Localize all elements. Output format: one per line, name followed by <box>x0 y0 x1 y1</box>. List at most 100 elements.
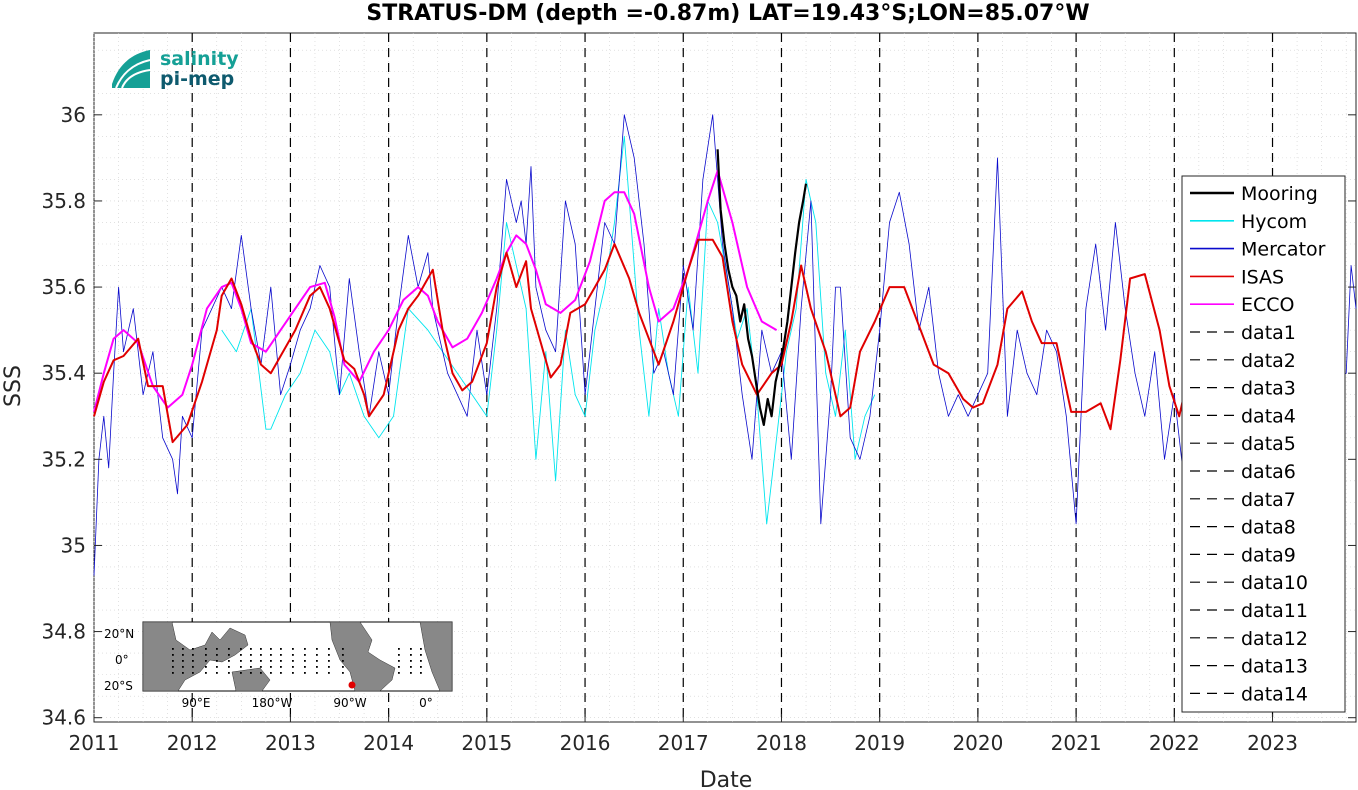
mooring-dot <box>342 654 344 656</box>
inset-lon-label: 90°E <box>182 696 211 710</box>
legend-label: Mooring <box>1241 183 1318 205</box>
y-tick-label: 34.6 <box>41 706 86 730</box>
mooring-dot <box>192 654 194 656</box>
x-tick-label: 2023 <box>1247 731 1298 755</box>
x-tick-label: 2018 <box>756 731 807 755</box>
legend-label: data3 <box>1241 378 1296 400</box>
mooring-dot <box>304 648 306 650</box>
mooring-dot <box>420 660 422 662</box>
inset-lon-label: 90°W <box>333 696 366 710</box>
mooring-dot <box>216 654 218 656</box>
mooring-dot <box>292 648 294 650</box>
mooring-dot <box>328 648 330 650</box>
mooring-dot <box>205 672 207 674</box>
mooring-dot <box>316 666 318 668</box>
mooring-dot <box>260 672 262 674</box>
mooring-dot <box>192 648 194 650</box>
y-tick-label: 35 <box>61 533 86 557</box>
mooring-dot <box>228 660 230 662</box>
legend-label: data7 <box>1241 489 1296 511</box>
legend-label: data4 <box>1241 405 1296 427</box>
mooring-dot <box>172 672 174 674</box>
legend-label: data1 <box>1241 322 1296 344</box>
mooring-dot <box>172 654 174 656</box>
series-line-isas <box>93 238 1186 444</box>
mooring-dot <box>316 654 318 656</box>
legend-label: ISAS <box>1241 266 1284 288</box>
x-tick-label: 2014 <box>363 731 414 755</box>
mooring-dot <box>292 660 294 662</box>
legend-label: data5 <box>1241 433 1296 455</box>
plot-frame <box>93 32 1357 723</box>
mooring-dot <box>250 666 252 668</box>
mooring-dot <box>342 672 344 674</box>
mooring-dot <box>216 660 218 662</box>
mooring-dot <box>172 666 174 668</box>
series-layer <box>93 114 1357 576</box>
x-axis-ticks: 2011 2012 2013 2014 2015 2016 2017 2018 2019 2020… <box>69 714 1298 755</box>
mooring-dot <box>280 666 282 668</box>
y-axis-label: SSS <box>1 365 26 407</box>
inset-lat-label: 0° <box>115 653 129 667</box>
legend-label: data8 <box>1241 517 1296 539</box>
logo-text-pimep: pi-mep <box>160 68 234 90</box>
mooring-dot <box>328 660 330 662</box>
x-tick-label: 2022 <box>1149 731 1200 755</box>
x-axis-label: Date <box>700 768 753 790</box>
mooring-dot <box>292 654 294 656</box>
mooring-dot <box>240 654 242 656</box>
mooring-dot <box>304 654 306 656</box>
mooring-dot <box>410 648 412 650</box>
y-tick-label: 35.4 <box>41 361 86 385</box>
mooring-dot <box>316 660 318 662</box>
mooring-dot <box>304 672 306 674</box>
x-tick-label: 2020 <box>952 731 1003 755</box>
mooring-dot <box>260 648 262 650</box>
mooring-dot <box>182 660 184 662</box>
mooring-dot <box>410 660 412 662</box>
inset-mooring-dots <box>172 648 422 674</box>
mooring-dot <box>316 648 318 650</box>
inset-map: 20°N 0° 20°S 90°E 180°W 90°W 0° <box>104 621 453 710</box>
map-land-americas <box>329 621 396 692</box>
legend: Mooring Hycom Mercator ISAS ECCO data1 data2 da… <box>1181 175 1346 713</box>
inset-lon-label: 180°W <box>252 696 293 710</box>
legend-label: ECCO <box>1241 294 1295 316</box>
series-line-mooring <box>716 149 808 426</box>
x-tick-label: 2021 <box>1051 731 1102 755</box>
mooring-dot <box>328 666 330 668</box>
inset-lat-label: 20°N <box>104 627 134 641</box>
mooring-dot <box>398 660 400 662</box>
mooring-dot <box>304 666 306 668</box>
mooring-dot <box>192 672 194 674</box>
mooring-dot <box>250 672 252 674</box>
mooring-dot <box>292 666 294 668</box>
mooring-dot <box>342 660 344 662</box>
legend-items: Mooring Hycom Mercator ISAS ECCO data1 data2 da… <box>1190 183 1326 705</box>
mooring-dot <box>398 666 400 668</box>
inset-lon-label: 0° <box>419 696 433 710</box>
mooring-dot <box>250 654 252 656</box>
y-tick-label: 34.8 <box>41 620 86 644</box>
mooring-dot <box>240 672 242 674</box>
series-line-hycom <box>221 135 876 525</box>
legend-box <box>1181 175 1346 713</box>
mooring-dot <box>260 666 262 668</box>
mooring-dot <box>292 672 294 674</box>
legend-label: data12 <box>1241 628 1308 650</box>
y-tick-label: 35.2 <box>41 447 86 471</box>
mooring-dot <box>420 648 422 650</box>
x-tick-label: 2015 <box>461 731 512 755</box>
legend-label: data2 <box>1241 350 1296 372</box>
mooring-dot <box>342 648 344 650</box>
mooring-dot <box>342 666 344 668</box>
mooring-dot <box>280 654 282 656</box>
y-tick-label: 35.6 <box>41 275 86 299</box>
mooring-dot <box>192 660 194 662</box>
mooring-dot <box>228 648 230 650</box>
legend-label: Mercator <box>1241 239 1326 261</box>
y-tick-label: 36 <box>61 103 86 127</box>
legend-label: data14 <box>1241 683 1308 705</box>
